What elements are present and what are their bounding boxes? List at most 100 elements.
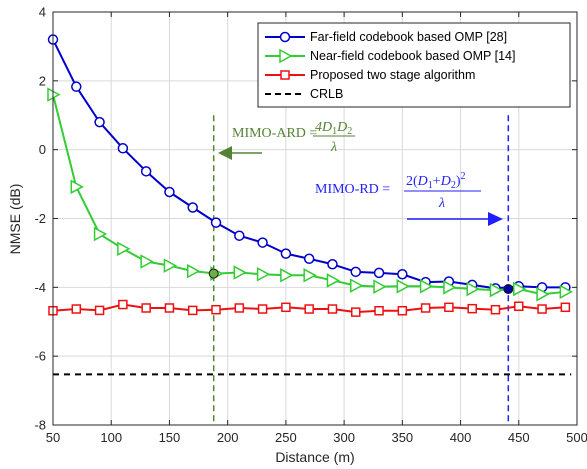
x-tick-label: 50 [46,430,60,445]
series-1-point [117,241,131,257]
series-0-point [71,81,82,92]
series-2-point [141,303,151,313]
series-2-point [234,303,245,313]
series-1-point [256,266,271,282]
x-tick-label: 300 [333,430,355,445]
series-1-point [396,279,410,294]
series-line-1 [52,94,566,296]
rd-intersection-point [503,284,514,295]
series-1-point [303,268,317,283]
y-axis-label: NMSE (dB) [7,184,23,255]
legend: Far-field codebook based OMP [28] Near-f… [257,22,571,108]
series-2-point [71,304,82,314]
series-2-point [514,301,524,312]
mimo-rd-annotation: MIMO-RD = 2(D1+D2)2 λ [315,171,503,226]
x-tick-label: 450 [508,430,530,445]
series-2-point [94,305,105,316]
series-1-point [163,258,178,273]
x-tick-label: 350 [391,430,413,445]
x-tick-label: 500 [566,430,587,445]
series-1-point [326,273,341,288]
series-1-point [466,281,480,297]
series-1-point [513,281,527,297]
series-2-point [164,303,175,313]
series-2-point [118,299,128,310]
series-0-point [234,230,245,241]
rd-arrowhead [488,212,503,226]
series-2-point [304,304,314,314]
legend-label-near-field: Near-field codebook based OMP [14] [310,49,515,63]
x-tick-label: 150 [159,430,181,445]
legend-entry-proposed: Proposed two stage algorithm [265,68,475,82]
series-0-point [117,143,129,154]
series-0-point [94,116,105,128]
series-0-point [257,237,268,248]
series-2-point [374,305,384,316]
axis-ticks: 50 100 150 200 250 300 350 400 450 500 -8 -6 -4 -2 0 2 4 [34,5,587,446]
series-2-point [211,304,221,315]
x-axis-label: Distance (m) [275,449,354,465]
x-tick-label: 100 [100,430,122,445]
series-2-point [327,304,338,314]
y-tick-label: 0 [39,142,46,157]
series-0-point [303,253,315,265]
series-1-point [443,280,457,295]
series-2-point [397,305,408,316]
rd-prefix: MIMO-RD = [315,182,390,197]
mimo-ard-annotation: MIMO-ARD = 4D1D2 λ [218,120,355,160]
series-1-point [93,226,108,242]
y-tick-label: -4 [34,280,46,295]
ard-denominator: λ [330,140,337,155]
series-1-point [536,286,550,302]
series-0-point [280,248,292,259]
series-1-point [70,179,84,195]
series-0-point [210,217,222,228]
series-2-point [281,302,291,313]
ard-prefix: MIMO-ARD = [232,126,317,141]
series-0-point [327,259,338,270]
ard-intersection-point [208,268,219,279]
legend-entry-near-field: Near-field codebook based OMP [14] [265,48,515,64]
y-tick-label: -2 [34,211,46,226]
series-0-point [164,186,175,198]
legend-box [257,22,571,108]
series-0-point [187,202,198,213]
ard-numerator: 4D1D2 [315,120,352,137]
series-0-point [350,266,362,278]
rd-numerator: 2(D1+D2)2 [406,171,466,191]
series-0-point [397,269,408,280]
series-1-point [489,282,504,298]
series-1-point [280,268,294,283]
series-2-point [257,304,268,314]
legend-entry-crlb: CRLB [265,87,343,101]
y-tick-label: 2 [39,73,46,88]
series-0-point [373,267,385,279]
x-tick-label: 400 [450,430,472,445]
series-1-point [350,278,364,293]
series-2-point [187,305,198,316]
legend-label-crlb: CRLB [310,87,343,101]
series-2-point [560,302,571,313]
y-tick-label: 4 [39,5,46,20]
series-1-point [140,254,154,269]
rd-denominator: λ [438,196,445,211]
y-tick-label: -6 [34,349,46,364]
y-tick-label: -8 [34,418,46,433]
series-2-point [490,304,501,315]
ard-arrowhead [218,146,232,160]
series-1-point [233,265,247,280]
series-1-point [419,279,434,294]
series-2-point [420,303,431,313]
series-0-point [140,166,152,177]
series-2-point [467,303,477,314]
series-2-point [351,307,361,317]
legend-entry-far-field: Far-field codebook based OMP [28] [265,30,507,44]
x-tick-label: 250 [275,430,297,445]
legend-label-far-field: Far-field codebook based OMP [28] [310,30,507,44]
series-2-point [537,304,547,314]
series-2-point [444,302,454,313]
x-tick-label: 200 [217,430,239,445]
series-1-point [559,284,573,300]
series-1-point [373,279,387,294]
